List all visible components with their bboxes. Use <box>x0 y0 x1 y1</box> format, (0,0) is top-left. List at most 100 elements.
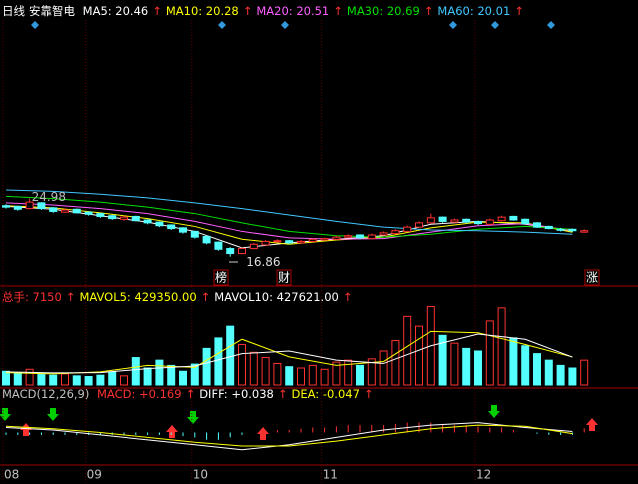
candle-body <box>580 230 589 233</box>
volume-bar <box>450 342 459 386</box>
volume-bar <box>155 359 164 386</box>
low-label: 16.86 <box>246 255 280 269</box>
candle-body <box>308 238 317 242</box>
candle-body <box>131 215 140 222</box>
volume-bar <box>84 376 93 386</box>
volume-bar <box>120 375 128 386</box>
volume-bar <box>179 370 187 386</box>
date-label: 08 <box>4 468 19 482</box>
candle-body <box>261 240 270 246</box>
candle-body <box>391 230 400 235</box>
candle-body <box>214 241 223 250</box>
candle-body <box>120 216 128 220</box>
ma-line <box>5 195 573 238</box>
candle-body <box>25 201 34 210</box>
macd-title: MACD(12,26,9) <box>2 387 90 401</box>
ma-readout: MA60: 20.01 <box>437 4 511 18</box>
trend-arrow: ↑ <box>200 290 211 304</box>
candle-body <box>155 221 164 227</box>
trend-arrow: ↑ <box>514 4 524 18</box>
trend-arrow: ↑ <box>65 290 76 304</box>
trend-arrow: ↑ <box>242 4 253 18</box>
volume-bar <box>320 368 329 386</box>
volume-bar <box>131 357 140 386</box>
candle-body <box>509 215 518 221</box>
macd-readout: MACD(12,26,9) MACD: +0.169 ↑ DIFF: +0.038 ↑… <box>2 387 378 401</box>
volume-bar <box>462 347 471 386</box>
date-label: 12 <box>476 468 491 482</box>
candle-body <box>379 232 388 236</box>
volume-bar <box>344 359 353 386</box>
volume-bar <box>308 364 317 386</box>
volume-bar <box>72 375 81 386</box>
candle-body <box>462 218 471 223</box>
volume-bar <box>96 374 105 386</box>
candle-body <box>37 202 46 210</box>
stock-name: 安靠智电 <box>29 4 75 18</box>
macd-line <box>5 424 573 447</box>
candle-body <box>474 220 482 225</box>
volume-bar <box>61 373 69 386</box>
candle-body <box>167 224 176 230</box>
volume-bar <box>544 359 553 386</box>
volume-bar <box>379 350 388 386</box>
volume-bar <box>13 372 22 386</box>
volume-bar <box>2 370 10 386</box>
volume-bar <box>238 343 246 386</box>
date-label: 09 <box>87 468 102 482</box>
candle-body <box>96 213 105 217</box>
volume-bar <box>332 361 341 386</box>
macd-line <box>5 422 573 451</box>
volume-bar <box>356 364 364 386</box>
volume-bar <box>415 325 423 386</box>
volume-bar <box>485 320 494 386</box>
volume-bar <box>580 359 589 386</box>
event-box <box>276 269 292 286</box>
ma-readout: MA10: 20.28 <box>165 4 239 18</box>
trend-arrow: ↑ <box>423 4 434 18</box>
ma-line <box>5 189 573 235</box>
event-box <box>584 269 600 286</box>
volume-bar <box>438 334 447 386</box>
trend-arrow: ↑ <box>185 387 196 401</box>
candle-body <box>249 243 258 250</box>
trend-arrow: ↑ <box>333 4 343 18</box>
candle-body <box>403 226 412 232</box>
candle-body <box>438 216 447 222</box>
candle-body <box>485 219 494 225</box>
volume-readout-item: 总手: 7150 <box>2 290 62 304</box>
period: 日线 <box>2 4 25 18</box>
ma-readout: MA5: 20.46 <box>82 4 149 18</box>
candle-body <box>497 216 506 222</box>
volume-bar <box>190 363 199 386</box>
volume-bar <box>214 337 223 386</box>
candle-body <box>179 227 187 233</box>
volume-bar <box>108 371 117 386</box>
volume-bar <box>556 364 565 386</box>
volume-ma-line <box>5 333 573 374</box>
high-label: 24.98 <box>32 190 66 204</box>
candle-body <box>72 208 81 214</box>
volume-bar <box>568 367 577 386</box>
event-label: 涨 <box>586 270 598 285</box>
candle-body <box>238 248 246 255</box>
candle-body <box>61 209 69 213</box>
candle-body <box>273 240 282 243</box>
trend-arrow: ↑ <box>342 290 353 304</box>
volume-bar <box>49 374 58 386</box>
candle-body <box>49 207 58 212</box>
ma-line <box>5 202 573 240</box>
macd-readout-item: DEA: -0.047 <box>291 387 360 401</box>
candle-body <box>202 235 211 244</box>
price-readout: 日线 安靠智电 MA5: 20.46 ↑ MA10: 20.28 ↑ MA20: 20.5… <box>2 3 528 19</box>
candle-body <box>533 222 541 228</box>
volume-bar <box>474 350 482 386</box>
macd-signal-arrows <box>0 405 598 440</box>
candle-body <box>415 222 423 228</box>
candle-body <box>521 218 530 225</box>
volume-bar <box>249 351 258 386</box>
candle-body <box>450 219 459 223</box>
volume-bar <box>285 366 294 386</box>
